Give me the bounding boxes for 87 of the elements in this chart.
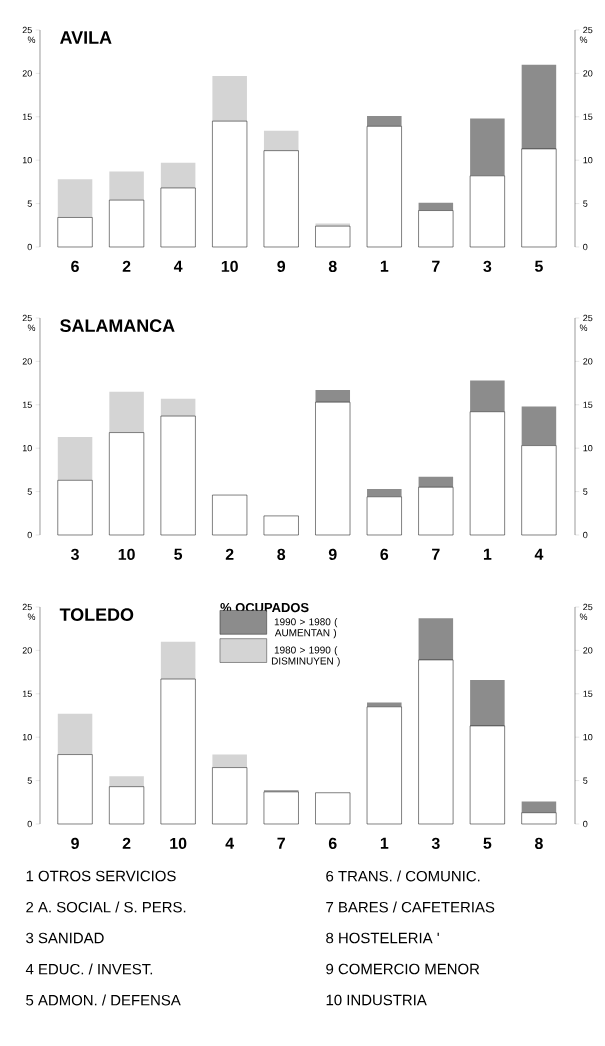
y2-tick-label: 5: [583, 488, 588, 495]
y-axis-title: %: [27, 324, 36, 331]
y2-tick-label: 25: [583, 603, 593, 611]
text: 3 SANIDAD: [26, 932, 104, 944]
y2-tick-label: 0: [583, 531, 588, 539]
y2-tick-label: 15: [583, 690, 593, 697]
y2-axis-title: %: [579, 36, 588, 43]
x-tick-label: 1: [380, 837, 389, 849]
y-tick-label: 0: [27, 531, 32, 539]
y-tick-label: 20: [22, 70, 32, 77]
legend-label: 1990 > 1980 ( AUMENTAN ): [274, 618, 338, 639]
x-tick-label: 8: [277, 548, 286, 561]
chart-title: AVILA: [60, 31, 112, 44]
y2-tick-label: 10: [583, 445, 593, 452]
text: 10 INDUSTRIA: [326, 994, 427, 1006]
text: 4 EDUC. / INVEST.: [25, 963, 153, 975]
y2-tick-label: 0: [583, 820, 588, 828]
text: 2 A. SOCIAL / S. PERS.: [26, 901, 186, 913]
y2-tick-label: 15: [583, 113, 593, 120]
y-tick-label: 5: [27, 200, 32, 207]
text: 5 ADMON. / DEFENSA: [26, 994, 181, 1006]
x-tick-label: 5: [534, 260, 543, 272]
x-tick-label: 6: [380, 548, 389, 561]
text: 1 OTROS SERVICIOS: [26, 870, 176, 882]
y2-tick-label: 20: [583, 70, 593, 77]
x-tick-label: 8: [534, 837, 543, 850]
x-tick-label: 5: [174, 548, 183, 560]
x-tick-label: 1: [483, 548, 492, 560]
x-tick-label: 10: [118, 548, 135, 561]
y2-tick-label: 25: [583, 26, 593, 34]
x-tick-label: 2: [122, 837, 131, 849]
y-tick-label: 25: [22, 603, 32, 611]
x-tick-label: 7: [432, 260, 440, 272]
y-tick-label: 15: [22, 113, 32, 120]
y-tick-label: 15: [22, 690, 32, 697]
x-tick-label: 10: [170, 837, 187, 850]
y-tick-label: 5: [27, 777, 32, 784]
y-tick-label: 0: [27, 820, 32, 828]
y-tick-label: 20: [22, 647, 32, 654]
y2-axis-title: %: [579, 613, 588, 620]
chart-title: TOLEDO: [59, 608, 134, 622]
y-tick-label: 20: [22, 358, 32, 365]
x-tick-label: 6: [71, 260, 79, 273]
x-tick-label: 3: [431, 837, 440, 850]
x-tick-label: 7: [277, 837, 285, 849]
text: 6 TRANS. / COMUNIC.: [326, 870, 480, 882]
y-axis-title: %: [27, 613, 36, 620]
x-tick-label: 9: [71, 837, 79, 850]
x-tick-label: 1: [380, 260, 389, 272]
y2-tick-label: 5: [583, 200, 588, 207]
x-tick-label: 9: [328, 548, 337, 561]
x-tick-label: 4: [534, 548, 544, 560]
y-tick-label: 25: [22, 26, 32, 34]
y-tick-label: 15: [22, 401, 32, 408]
y-tick-label: 25: [22, 314, 32, 322]
text: 9 COMERCIO MENOR: [326, 963, 480, 975]
text: 7 BARES / CAFETERIAS: [326, 901, 495, 913]
legend-label: 1980 > 1990 ( DISMINUYEN ): [271, 646, 340, 667]
y2-tick-label: 0: [583, 243, 588, 251]
y2-axis-title: %: [579, 324, 588, 331]
x-tick-label: 2: [122, 260, 131, 272]
y2-tick-label: 10: [583, 734, 593, 741]
chart-title: SALAMANCA: [60, 319, 175, 333]
x-tick-label: 4: [225, 837, 235, 849]
y2-tick-label: 10: [583, 157, 593, 164]
x-tick-label: 2: [225, 548, 234, 560]
y-tick-label: 10: [22, 734, 32, 741]
x-tick-label: 6: [328, 837, 337, 850]
y-tick-label: 0: [27, 243, 32, 251]
y-tick-label: 10: [22, 445, 32, 452]
y2-tick-label: 15: [583, 401, 593, 408]
x-tick-label: 4: [173, 260, 183, 272]
y2-tick-label: 20: [583, 358, 593, 365]
x-tick-label: 8: [328, 260, 337, 273]
x-tick-label: 10: [221, 260, 238, 273]
y-tick-label: 5: [27, 488, 32, 495]
text: 8 HOSTELERIA ': [326, 932, 439, 944]
x-tick-label: 3: [70, 548, 79, 561]
y2-tick-label: 20: [583, 647, 593, 654]
x-tick-label: 5: [483, 837, 492, 849]
y-tick-label: 10: [22, 157, 32, 164]
x-tick-label: 7: [432, 548, 440, 560]
x-tick-label: 9: [277, 260, 286, 273]
x-tick-label: 3: [483, 260, 492, 273]
y2-tick-label: 5: [583, 777, 588, 784]
y2-tick-label: 25: [583, 314, 593, 322]
y-axis-title: %: [27, 36, 36, 43]
